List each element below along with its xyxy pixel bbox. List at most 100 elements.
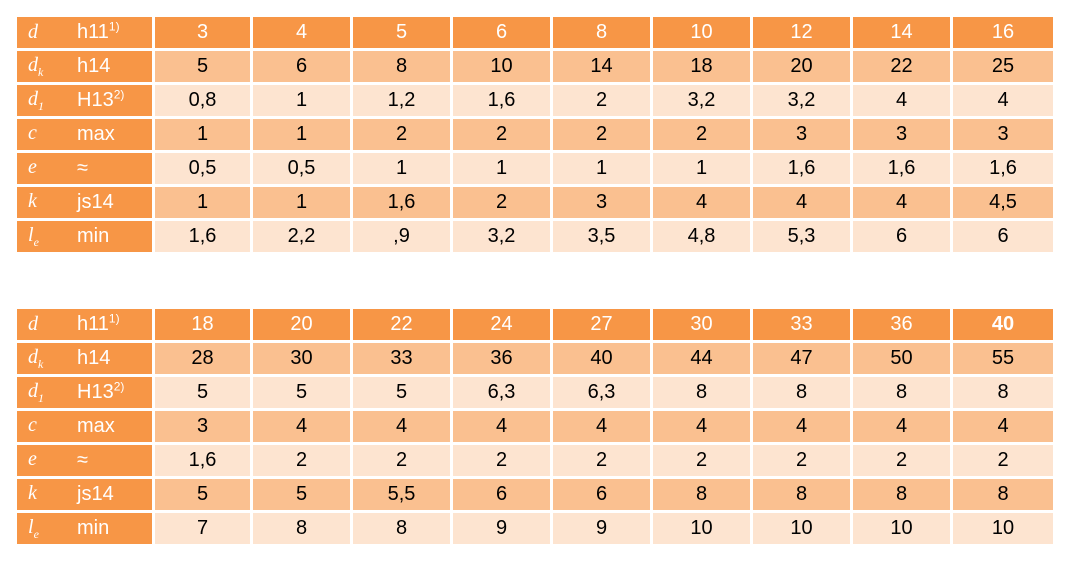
value-cell: 5,5 xyxy=(353,479,453,513)
row-symbol-subscript: k xyxy=(38,356,44,371)
header-tolerance-text: h11 xyxy=(77,21,109,43)
row-tolerance-text: h14 xyxy=(77,347,111,369)
value-cell: 1 xyxy=(155,187,253,221)
row-tolerance: js14 xyxy=(77,479,155,513)
value-cell: 8 xyxy=(353,513,453,544)
value-cell: 6,3 xyxy=(453,377,553,411)
row-tolerance: H132) xyxy=(77,377,155,411)
value-cell: 7 xyxy=(155,513,253,544)
value-cell: 14 xyxy=(553,51,653,85)
header-size-cell: 5 xyxy=(353,17,453,51)
header-size-cell: 4 xyxy=(253,17,353,51)
value-cell: 3 xyxy=(853,119,953,153)
table-row: k js14 1 1 1,6 2 3 4 4 4 4,5 xyxy=(17,187,1053,221)
value-cell: 3,2 xyxy=(653,85,753,119)
value-cell: 10 xyxy=(753,513,853,544)
row-tolerance: H132) xyxy=(77,85,155,119)
value-cell: 5 xyxy=(353,377,453,411)
value-cell: 47 xyxy=(753,343,853,377)
value-cell: 1 xyxy=(553,153,653,187)
header-size-cell: 12 xyxy=(753,17,853,51)
value-cell: 0,5 xyxy=(253,153,353,187)
header-size-cell: 18 xyxy=(155,309,253,343)
table-row: e ≈1,6 2 2 2 2 2 2 2 2 xyxy=(17,445,1053,479)
value-cell: 4 xyxy=(953,411,1053,445)
table-row: k js14 5 5 5,5 6 6 8 8 8 8 xyxy=(17,479,1053,513)
value-cell: 1 xyxy=(253,119,353,153)
row-tolerance-text: max xyxy=(77,123,115,145)
header-size-cell: 16 xyxy=(953,17,1053,51)
value-cell: 4 xyxy=(853,411,953,445)
row-symbol-letter: k xyxy=(28,481,37,504)
value-cell: 3 xyxy=(553,187,653,221)
row-tolerance-text: h14 xyxy=(77,55,111,77)
header-size-cell: 30 xyxy=(653,309,753,343)
row-symbol-letter: l xyxy=(28,223,34,246)
row-tolerance: h14 xyxy=(77,343,155,377)
table-row: dk h14 28 30 33 36 40 44 47 50 55 xyxy=(17,343,1053,377)
value-cell: 5,3 xyxy=(753,221,853,252)
header-size-cell: 33 xyxy=(753,309,853,343)
header-size-cell: 20 xyxy=(253,309,353,343)
value-cell: 6 xyxy=(453,479,553,513)
value-cell: 5 xyxy=(155,479,253,513)
value-cell: 1 xyxy=(353,153,453,187)
value-cell: 8 xyxy=(953,479,1053,513)
value-cell: 4 xyxy=(753,411,853,445)
value-cell: 6 xyxy=(253,51,353,85)
value-cell: 3,2 xyxy=(453,221,553,252)
row-tolerance-footnote: 2) xyxy=(113,87,125,102)
row-symbol-letter: d xyxy=(28,87,38,110)
row-symbol-letter: d xyxy=(28,379,38,402)
value-cell: 4 xyxy=(653,411,753,445)
row-symbol-subscript: e xyxy=(33,234,39,249)
row-tolerance: ≈ xyxy=(77,153,155,187)
header-size-cell: 27 xyxy=(553,309,653,343)
value-cell: 1,2 xyxy=(353,85,453,119)
header-symbol: d xyxy=(17,17,77,51)
value-cell: 1 xyxy=(453,153,553,187)
header-size-cell: 24 xyxy=(453,309,553,343)
value-cell: 1,6 xyxy=(453,85,553,119)
dimension-table-1: d h111) 3 4 5 6 8 10 12 14 16 dk h14 5 6 8 10 14 18 20 22 25 d… xyxy=(17,17,1053,252)
value-cell: 10 xyxy=(953,513,1053,544)
header-row: d h111) 3 4 5 6 8 10 12 14 16 xyxy=(17,17,1053,51)
value-cell: 8 xyxy=(853,479,953,513)
header-size-cell: 3 xyxy=(155,17,253,51)
row-symbol-letter: d xyxy=(28,53,38,76)
value-cell: 1 xyxy=(253,85,353,119)
value-cell: 1 xyxy=(253,187,353,221)
table-row: le min 7 8 8 9 9 10 10 10 10 xyxy=(17,513,1053,544)
value-cell: 1,6 xyxy=(853,153,953,187)
value-cell: 2 xyxy=(553,85,653,119)
value-cell: 2 xyxy=(753,445,853,479)
value-cell: 2 xyxy=(353,119,453,153)
row-tolerance-text: ≈ xyxy=(77,449,88,471)
header-tolerance-footnote: 1) xyxy=(108,19,120,34)
value-cell: 6 xyxy=(953,221,1053,252)
value-cell: 2 xyxy=(453,187,553,221)
value-cell: 9 xyxy=(453,513,553,544)
value-cell: 2 xyxy=(253,445,353,479)
row-symbol: dk xyxy=(17,51,77,85)
row-symbol-subscript: e xyxy=(33,526,39,541)
header-tolerance-footnote: 1) xyxy=(108,311,120,326)
header-size-cell: 6 xyxy=(453,17,553,51)
row-tolerance: min xyxy=(77,221,155,252)
row-symbol: e xyxy=(17,445,77,479)
row-symbol: d1 xyxy=(17,377,77,411)
value-cell: 8 xyxy=(353,51,453,85)
value-cell: 2 xyxy=(453,445,553,479)
row-tolerance-text: ≈ xyxy=(77,157,88,179)
row-tolerance-text: max xyxy=(77,415,115,437)
row-tolerance-text: min xyxy=(77,225,110,247)
value-cell: 36 xyxy=(453,343,553,377)
value-cell: 1,6 xyxy=(155,445,253,479)
value-cell: 20 xyxy=(753,51,853,85)
row-symbol: dk xyxy=(17,343,77,377)
value-cell: 25 xyxy=(953,51,1053,85)
value-cell: 8 xyxy=(853,377,953,411)
header-size-cell: 40 xyxy=(953,309,1053,343)
value-cell: 2 xyxy=(853,445,953,479)
row-tolerance-text: min xyxy=(77,517,110,539)
